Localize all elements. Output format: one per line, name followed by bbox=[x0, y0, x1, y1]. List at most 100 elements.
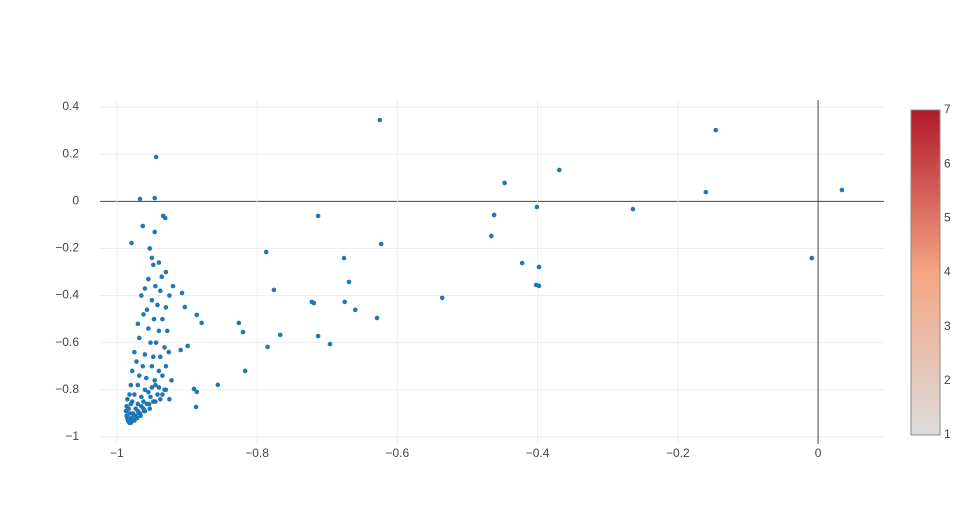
point bbox=[151, 316, 157, 322]
point bbox=[144, 307, 150, 312]
point bbox=[159, 274, 165, 280]
point bbox=[315, 333, 321, 339]
point bbox=[311, 300, 317, 306]
point bbox=[136, 335, 142, 341]
point bbox=[156, 260, 162, 265]
point bbox=[127, 411, 132, 416]
point bbox=[194, 312, 200, 318]
point bbox=[165, 328, 170, 334]
point bbox=[142, 387, 148, 393]
point bbox=[125, 396, 130, 402]
x-tick-label: −0.2 bbox=[666, 446, 690, 460]
point bbox=[128, 401, 134, 407]
y-tick-label: −0.4 bbox=[55, 288, 79, 302]
point bbox=[140, 223, 146, 229]
point bbox=[142, 286, 148, 291]
point bbox=[327, 341, 333, 347]
point bbox=[126, 406, 132, 411]
point bbox=[155, 302, 160, 308]
point bbox=[141, 399, 146, 404]
point bbox=[158, 354, 163, 360]
point bbox=[147, 406, 153, 411]
point bbox=[193, 404, 199, 410]
point bbox=[126, 419, 132, 424]
point bbox=[152, 378, 157, 383]
point bbox=[146, 326, 151, 331]
colorbar-tick-label: 7 bbox=[944, 102, 951, 116]
point bbox=[162, 345, 167, 350]
point bbox=[140, 363, 146, 369]
point bbox=[158, 396, 163, 402]
point bbox=[160, 316, 165, 322]
point bbox=[163, 305, 169, 310]
point bbox=[163, 363, 169, 369]
y-tick-label: −0.2 bbox=[55, 241, 79, 255]
point bbox=[557, 167, 562, 173]
point bbox=[534, 204, 540, 210]
point bbox=[152, 229, 157, 235]
point bbox=[129, 240, 134, 246]
point bbox=[146, 401, 152, 407]
point bbox=[153, 340, 159, 345]
point bbox=[352, 307, 358, 313]
point bbox=[170, 283, 176, 289]
y-tick-label: −1 bbox=[65, 429, 79, 443]
point bbox=[271, 287, 277, 293]
point bbox=[132, 392, 137, 397]
colorbar-tick-label: 5 bbox=[944, 211, 951, 225]
point bbox=[148, 340, 153, 345]
point bbox=[377, 117, 383, 123]
point bbox=[156, 385, 162, 390]
point bbox=[137, 196, 143, 202]
point bbox=[166, 349, 172, 355]
point bbox=[148, 394, 153, 400]
point bbox=[163, 269, 169, 275]
point bbox=[439, 295, 445, 301]
point bbox=[536, 283, 542, 289]
point bbox=[315, 213, 321, 219]
point bbox=[491, 212, 497, 218]
point bbox=[160, 373, 165, 378]
point bbox=[158, 288, 163, 294]
point bbox=[263, 249, 269, 255]
point bbox=[191, 386, 197, 392]
point bbox=[132, 349, 137, 355]
point bbox=[132, 418, 137, 423]
point bbox=[153, 283, 158, 289]
point bbox=[128, 382, 134, 388]
point bbox=[182, 304, 188, 310]
point bbox=[156, 368, 162, 374]
point bbox=[139, 293, 144, 298]
point bbox=[703, 189, 709, 195]
point bbox=[146, 276, 151, 282]
point bbox=[378, 241, 384, 247]
x-tick-label: −0.6 bbox=[385, 446, 409, 460]
point bbox=[135, 321, 141, 327]
point bbox=[162, 215, 168, 221]
point bbox=[153, 399, 158, 404]
point bbox=[809, 255, 815, 261]
x-tick-label: −0.4 bbox=[526, 446, 550, 460]
point bbox=[135, 382, 141, 388]
point bbox=[152, 195, 157, 201]
point bbox=[215, 382, 221, 388]
point bbox=[502, 180, 507, 186]
x-tick-label: −1 bbox=[110, 446, 124, 460]
point bbox=[149, 255, 155, 261]
colorbar-tick-label: 6 bbox=[944, 156, 951, 170]
colorbar-tick-label: 4 bbox=[944, 265, 951, 279]
point bbox=[136, 373, 142, 378]
point bbox=[265, 344, 270, 350]
point bbox=[149, 385, 155, 390]
point bbox=[150, 262, 156, 268]
colorbar-tick-label: 1 bbox=[944, 427, 951, 441]
y-tick-label: 0.2 bbox=[62, 146, 79, 160]
point bbox=[143, 375, 149, 381]
point bbox=[185, 343, 190, 349]
point bbox=[242, 368, 248, 374]
point bbox=[346, 279, 352, 285]
y-tick-label: −0.8 bbox=[55, 382, 79, 396]
point bbox=[240, 329, 246, 335]
point bbox=[167, 293, 172, 298]
point bbox=[342, 299, 348, 305]
